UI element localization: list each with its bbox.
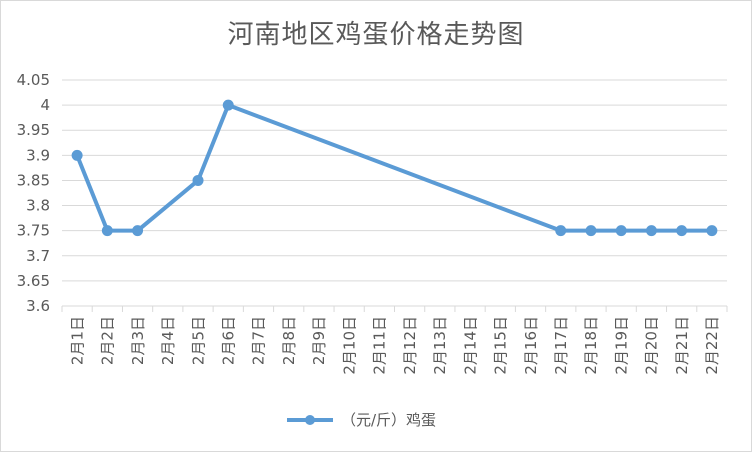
x-tick-label: 2月13日: [431, 316, 449, 375]
x-tick-label: 2月19日: [612, 316, 630, 375]
gridlines: [62, 79, 727, 307]
y-axis: 3.6 3.65 3.7 3.75 3.8 3.85 3.9 3.95 4 4.05: [17, 71, 50, 315]
data-point: [676, 225, 688, 237]
y-tick-label: 3.8: [26, 197, 50, 215]
x-tick-label: 2月17日: [552, 316, 570, 375]
data-point: [71, 149, 83, 161]
x-tick-label: 2月2日: [99, 316, 117, 365]
x-tick-label: 2月9日: [310, 316, 328, 365]
y-tick-label: 3.85: [17, 171, 50, 189]
legend-label: （元/斤）鸡蛋: [341, 411, 436, 429]
x-tick-label: 2月5日: [189, 316, 207, 365]
x-tick-label: 2月1日: [68, 316, 86, 365]
x-tick-label: 2月10日: [340, 316, 358, 375]
data-point: [222, 99, 234, 111]
x-tick-label: 2月21日: [673, 316, 691, 375]
legend: （元/斤）鸡蛋: [287, 411, 436, 429]
legend-marker: [305, 415, 315, 425]
y-tick-label: 4.05: [17, 71, 50, 89]
y-tick-label: 4: [40, 96, 50, 114]
x-axis: 2月1日 2月2日 2月3日 2月4日 2月5日 2月6日 2月7日 2月8日 2月9日 2月10…: [61, 305, 728, 375]
series: [71, 99, 718, 237]
x-tick-label: 2月14日: [461, 316, 479, 375]
y-tick-label: 3.65: [17, 272, 50, 290]
x-tick-label: 2月11日: [371, 316, 389, 375]
y-tick-label: 3.9: [26, 146, 50, 164]
data-point: [585, 225, 597, 237]
x-tick-label: 2月8日: [280, 316, 298, 365]
x-tick-label: 2月6日: [220, 316, 238, 365]
data-point: [192, 174, 204, 186]
y-tick-label: 3.95: [17, 121, 50, 139]
chart-title: 河南地区鸡蛋价格走势图: [227, 20, 525, 50]
y-tick-label: 3.6: [26, 297, 50, 315]
data-point: [101, 225, 113, 237]
y-tick-label: 3.7: [26, 247, 50, 265]
data-point: [645, 225, 657, 237]
x-tick-label: 2月12日: [401, 316, 419, 375]
x-tick-label: 2月4日: [159, 316, 177, 365]
data-point: [132, 225, 144, 237]
x-tick-label: 2月7日: [250, 316, 268, 365]
data-point: [615, 225, 627, 237]
data-point: [555, 225, 567, 237]
x-tick-label: 2月20日: [643, 316, 661, 375]
data-point: [706, 225, 718, 237]
y-tick-label: 3.75: [17, 222, 50, 240]
x-tick-label: 2月22日: [703, 316, 721, 375]
x-tick-label: 2月18日: [582, 316, 600, 375]
series-line: [75, 103, 712, 233]
x-tick-label: 2月3日: [129, 316, 147, 365]
x-tick-label: 2月15日: [492, 316, 510, 375]
x-tick-label: 2月16日: [522, 316, 540, 375]
